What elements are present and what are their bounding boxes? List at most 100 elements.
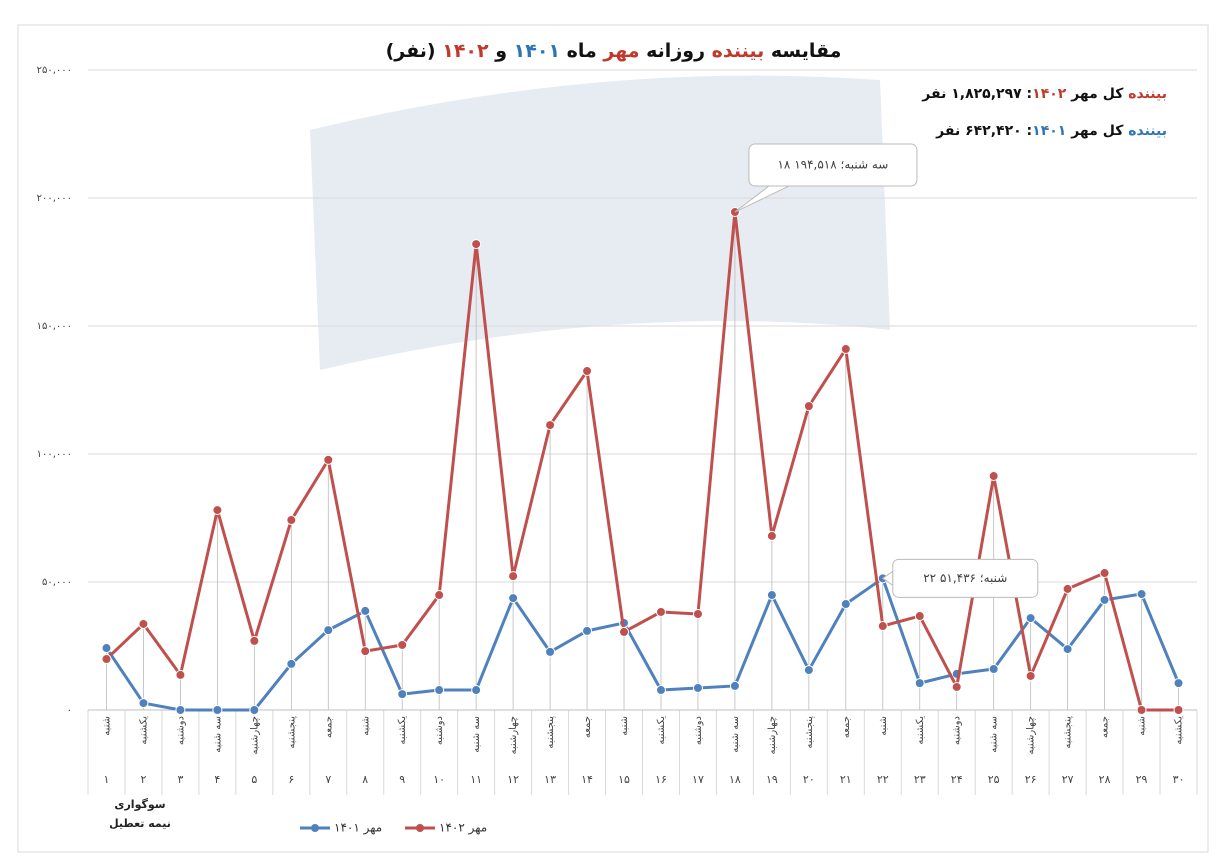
day-number: ۹ [399, 773, 405, 786]
note: سوگواری [114, 798, 165, 811]
data-point [619, 626, 630, 637]
data-point [138, 698, 149, 709]
day-number: ۱۸ [729, 773, 741, 786]
y-tick-label: ۱۰۰,۰۰۰ [37, 449, 72, 460]
x-tick-label: جمعه [582, 716, 593, 738]
data-point [323, 625, 334, 636]
day-number: ۸ [362, 773, 368, 786]
legend-label: مهر ۱۴۰۲ [439, 821, 487, 836]
day-number: ۱ [104, 773, 110, 786]
x-tick-label: جمعه [841, 716, 852, 738]
x-tick-label: یکشنبه [138, 716, 149, 745]
text-segment: مهر [603, 40, 640, 62]
x-tick-label: سه شنبه [471, 716, 482, 753]
text-segment: بیننده [1128, 86, 1167, 102]
day-number: ۲۰ [803, 773, 815, 786]
day-number: ۵ [251, 773, 257, 786]
data-point [803, 665, 814, 676]
data-point [766, 590, 777, 601]
legend-label: مهر ۱۴۰۱ [334, 821, 382, 836]
text-segment: و [488, 40, 514, 62]
data-point [471, 239, 482, 250]
data-point [175, 669, 186, 680]
data-point [1173, 705, 1184, 715]
day-number: ۳۰ [1173, 773, 1185, 786]
x-tick-label: سه شنبه [730, 716, 741, 753]
legend-marker [311, 824, 319, 832]
x-tick-label: سه شنبه [989, 716, 1000, 753]
day-number: ۲۵ [988, 773, 1000, 786]
data-point [655, 685, 666, 696]
x-tick-label: شنبه [619, 716, 630, 736]
data-point [988, 471, 999, 482]
data-point [951, 681, 962, 692]
data-point [545, 420, 556, 431]
note: نیمه تعطیل [109, 817, 171, 830]
day-number: ۳ [177, 773, 183, 786]
x-tick-label: چهارشنبه [249, 716, 260, 754]
day-number: ۱۳ [544, 773, 556, 786]
data-point [397, 689, 408, 700]
data-point [766, 530, 777, 541]
data-point [434, 590, 445, 601]
data-point [582, 366, 593, 377]
data-point [840, 599, 851, 610]
data-point [914, 678, 925, 689]
x-tick-label: جمعه [323, 716, 334, 738]
callout-box [892, 558, 1039, 598]
data-point [1173, 678, 1184, 689]
day-number: ۱۱ [470, 773, 482, 786]
data-point [471, 685, 482, 696]
chart-title: مقایسه بیننده روزانه مهر ماه ۱۴۰۱ و ۱۴۰۲… [0, 40, 1227, 62]
text-segment: ۱۴۰۲ [442, 40, 489, 62]
total-label: بیننده کل مهر ۱۴۰۲: ۱,۸۲۵,۲۹۷ نفر [922, 86, 1167, 102]
x-tick-label: شنبه [878, 716, 889, 736]
y-tick-label: ۵۰,۰۰۰ [42, 577, 72, 588]
data-point [1136, 705, 1147, 715]
data-point [582, 625, 593, 636]
value-label: ۲۲ شنبه؛ ۵۱,۴۳۶ [923, 571, 1007, 585]
day-number: ۲۷ [1062, 773, 1074, 786]
x-tick-label: پنجشنبه [1063, 716, 1074, 749]
x-tick-label: جمعه [1100, 716, 1111, 738]
x-tick-label: پنجشنبه [804, 716, 815, 749]
day-number: ۲۳ [914, 773, 926, 786]
data-point [434, 685, 445, 696]
y-tick-label: ۲۵۰,۰۰۰ [37, 65, 72, 76]
data-point [175, 705, 186, 715]
x-tick-label: دوشنبه [952, 716, 963, 745]
data-point [101, 654, 112, 665]
data-point [138, 618, 149, 629]
text-segment: ۱۴۰۱ [1032, 123, 1067, 139]
text-segment: : ۶۴۲,۴۲۰ نفر [936, 123, 1033, 139]
text-segment: کل مهر [1066, 123, 1129, 139]
data-point [1062, 583, 1073, 594]
text-segment: : ۱,۸۲۵,۲۹۷ نفر [922, 86, 1033, 102]
day-number: ۱۰ [433, 773, 445, 786]
data-point [1062, 644, 1073, 655]
data-point [323, 454, 334, 465]
day-number: ۱۷ [692, 773, 704, 786]
data-point [692, 682, 703, 693]
data-point [212, 505, 223, 516]
text-segment: بیننده [711, 40, 765, 62]
x-tick-label: یکشنبه [397, 716, 408, 745]
day-number: ۲۱ [840, 773, 852, 786]
data-point [655, 606, 666, 617]
series-line [105, 576, 1180, 712]
text-segment: بیننده [1128, 123, 1167, 139]
data-point [397, 639, 408, 650]
data-point [545, 646, 556, 657]
day-number: ۲۴ [951, 773, 963, 786]
data-point [286, 658, 297, 669]
data-point [1025, 670, 1036, 681]
data-point [1099, 568, 1110, 579]
day-number: ۷ [325, 773, 331, 786]
x-tick-label: چهارشنبه [1026, 716, 1037, 754]
day-number: ۱۹ [766, 773, 778, 786]
data-point [249, 705, 260, 715]
text-segment: (نفر) [385, 40, 443, 62]
data-point [508, 571, 519, 582]
y-tick-label: ۱۵۰,۰۰۰ [37, 321, 72, 332]
